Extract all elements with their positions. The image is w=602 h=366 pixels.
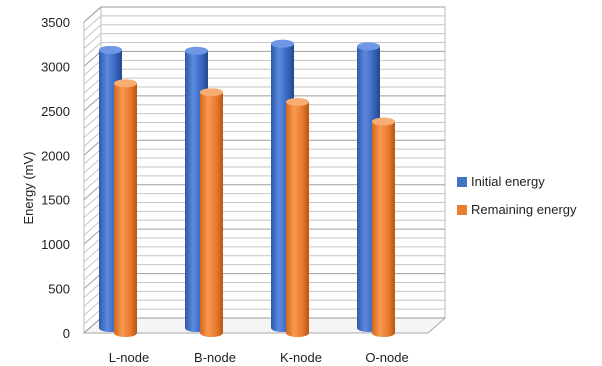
legend-swatch bbox=[457, 177, 467, 187]
y-tick-label: 1500 bbox=[41, 193, 70, 208]
gridline bbox=[83, 6, 445, 23]
y-tick-label: 500 bbox=[48, 282, 70, 297]
y-axis-ticks: 0 500 1000 1500 2000 2500 3000 3500 bbox=[41, 15, 70, 341]
x-tick-label: B-node bbox=[194, 350, 236, 365]
x-tick-label: K-node bbox=[280, 350, 322, 365]
legend-swatch bbox=[457, 205, 467, 215]
legend-label: Initial energy bbox=[471, 174, 545, 189]
y-axis-title: Energy (mV) bbox=[21, 152, 36, 225]
legend: Initial energy Remaining energy bbox=[457, 174, 577, 217]
bar-remaining-energy bbox=[372, 117, 395, 338]
bars bbox=[99, 39, 395, 338]
gridline bbox=[83, 24, 445, 41]
y-tick-label: 0 bbox=[63, 326, 70, 341]
y-tick-label: 2500 bbox=[41, 104, 70, 119]
y-tick-label: 3500 bbox=[41, 15, 70, 30]
y-tick-label: 2000 bbox=[41, 148, 70, 163]
x-axis-ticks: L-node B-node K-node O-node bbox=[109, 350, 409, 365]
gridline bbox=[83, 33, 445, 50]
y-tick-label: 1000 bbox=[41, 237, 70, 252]
y-tick-label: 3000 bbox=[41, 59, 70, 74]
x-tick-label: L-node bbox=[109, 350, 149, 365]
x-tick-label: O-node bbox=[365, 350, 408, 365]
gridline bbox=[83, 15, 445, 32]
bar-remaining-energy bbox=[200, 88, 223, 337]
legend-label: Remaining energy bbox=[471, 202, 577, 217]
bar-remaining-energy bbox=[114, 79, 137, 337]
bar-remaining-energy bbox=[286, 97, 309, 337]
